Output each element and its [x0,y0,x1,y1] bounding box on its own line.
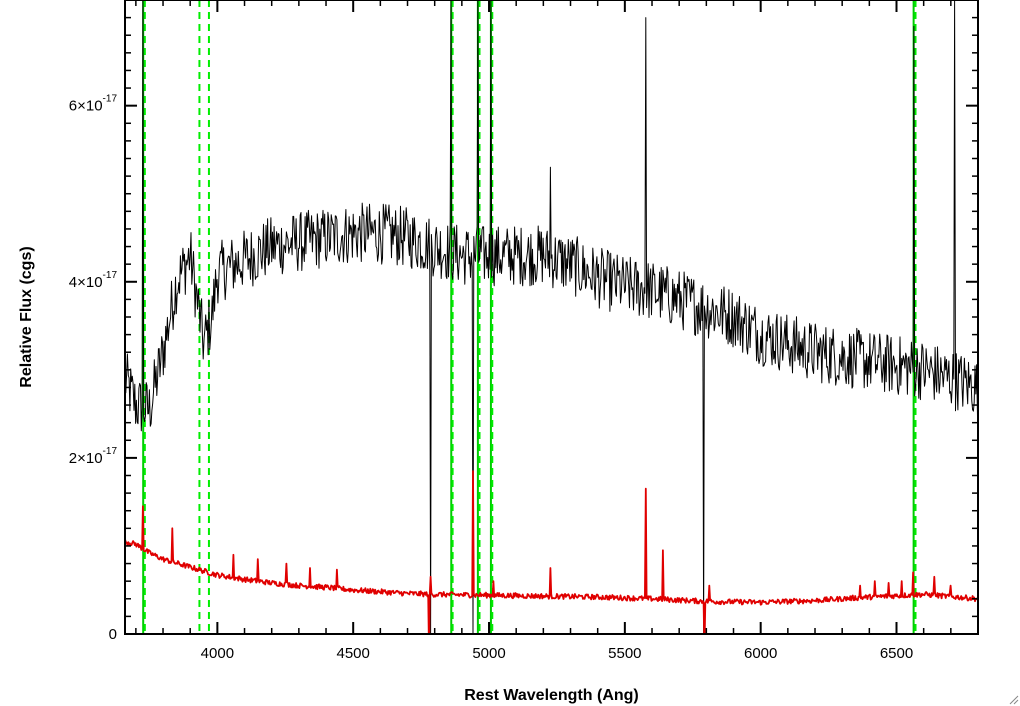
y-tick-label-1: 2×10-17 [69,446,118,467]
emission-line-markers [142,0,917,634]
x-tick-label-5500: 5500 [608,645,641,662]
x-axis-title: Rest Wavelength (Ang) [464,687,639,704]
x-tick-label-6000: 6000 [744,645,777,662]
spectrum-series [125,0,978,634]
y-axis-title: Relative Flux (cgs) [18,246,35,387]
y-tick-label-3: 6×10-17 [69,94,118,115]
flux-spectrum-line [125,0,978,634]
x-tick-label-6500: 6500 [880,645,913,662]
y-axis-ticks: 0 2×10-17 4×10-17 6×10-17 [69,16,978,643]
x-tick-label-4000: 4000 [201,645,234,662]
x-axis-ticks: 4000 4500 5000 5500 6000 6500 [135,0,979,662]
resize-grip-icon[interactable] [1009,695,1019,705]
plot-frame [124,0,979,635]
error-spectrum-line [125,470,978,634]
x-tick-label-5000: 5000 [472,645,505,662]
y-tick-label-2: 4×10-17 [69,270,118,291]
y-tick-label-0: 0 [109,626,117,643]
x-tick-label-4500: 4500 [337,645,370,662]
